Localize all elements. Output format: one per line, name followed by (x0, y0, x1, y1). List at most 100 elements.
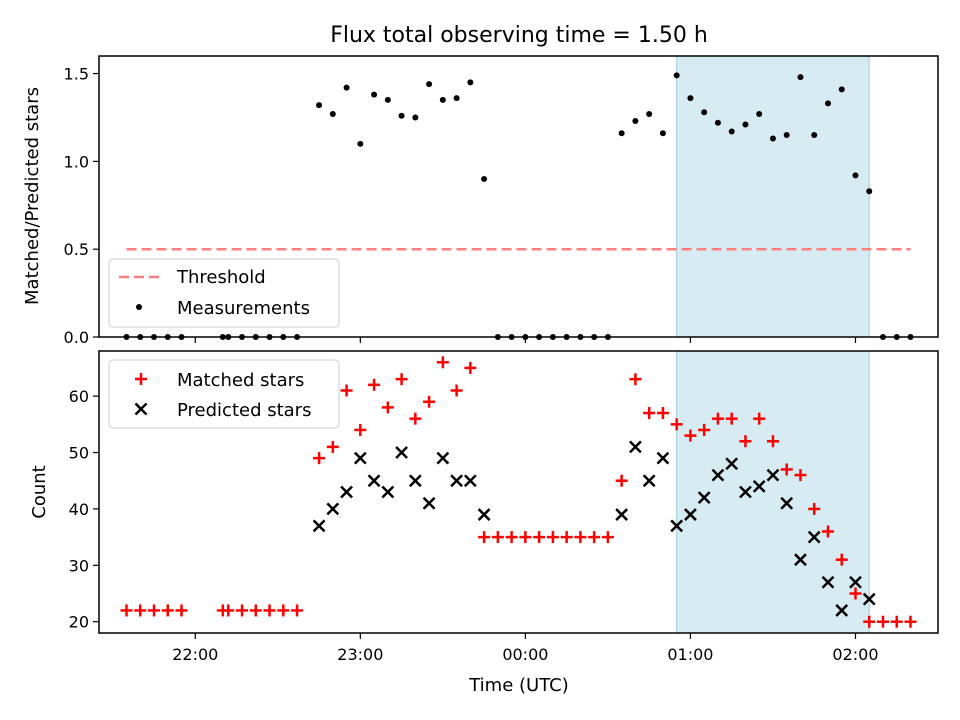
matched-star-point (753, 412, 766, 425)
matched-star-point (263, 604, 276, 617)
matched-star-point (381, 401, 394, 414)
predicted-star-point (642, 474, 656, 488)
matched-star-point (222, 604, 235, 617)
predicted-star-point (739, 485, 752, 499)
measurement-point (824, 100, 831, 107)
matched-star-point (436, 356, 449, 369)
matched-star-point (354, 423, 367, 436)
top-ytick-label: 0.5 (64, 240, 89, 259)
matched-star-point (326, 440, 339, 453)
legend-predicted-label: Predicted stars (177, 400, 311, 421)
bottom-x-axis: 22:00 23:00 00:00 01:00 02:00 (172, 633, 879, 664)
measurement-point (357, 140, 364, 147)
predicted-star-point (835, 604, 849, 617)
matched-star-point (904, 615, 917, 628)
matched-star-point (849, 587, 862, 600)
matched-star-point (698, 423, 711, 436)
measurement-point (714, 119, 721, 126)
predicted-star-point (367, 474, 381, 488)
bottom-ytick-label: 40 (69, 500, 89, 519)
measurement-point (384, 96, 391, 103)
matched-star-point (835, 553, 848, 566)
matched-star-point (148, 604, 161, 617)
matched-star-point (134, 604, 147, 617)
measurement-point (701, 109, 708, 116)
bottom-y-label: Count (29, 465, 50, 518)
chart-title: Flux total observing time = 1.50 h (330, 23, 708, 48)
xtick-label: 22:00 (172, 645, 218, 664)
measurement-point (632, 117, 639, 124)
legend-threshold-label: Threshold (176, 267, 266, 288)
measurement-point (646, 110, 653, 117)
bottom-frame (98, 350, 939, 634)
matched-star-point (161, 604, 174, 617)
predicted-star-point (629, 440, 642, 454)
legend-matched-label: Matched stars (177, 370, 304, 391)
predicted-star-point (752, 479, 766, 493)
predicted-star-point (807, 530, 821, 544)
matched-star-point (863, 615, 876, 628)
matched-star-point (588, 531, 601, 544)
matched-star-point (175, 604, 188, 617)
measurement-point (343, 84, 350, 91)
measurement-point (329, 110, 336, 117)
matched-star-point (313, 452, 326, 465)
matched-star-point (505, 531, 518, 544)
bottom-ytick-label: 50 (69, 444, 89, 463)
measurement-point (398, 112, 405, 119)
measurement-point (742, 121, 749, 128)
measurement-point (412, 114, 419, 121)
predicted-star-point (615, 508, 629, 521)
matched-star-point (478, 531, 491, 544)
matched-star-point (670, 418, 683, 431)
predicted-star-point (312, 519, 326, 533)
count-points (120, 356, 917, 628)
top-x-axis (194, 337, 857, 343)
matched-star-point (423, 395, 436, 408)
matched-star-point (491, 531, 504, 544)
matched-star-point (450, 384, 463, 397)
matched-star-point (629, 373, 642, 386)
predicted-star-point (381, 485, 395, 499)
measurement-point (852, 172, 859, 179)
matched-star-point (249, 604, 262, 617)
measurement-point (467, 79, 474, 86)
top-legend: Threshold Measurements (108, 258, 340, 328)
matched-star-point (546, 531, 559, 544)
predicted-star-point (780, 496, 794, 510)
matched-star-point (519, 531, 532, 544)
legend-measurements-swatch (136, 304, 142, 310)
measurement-point (866, 188, 873, 195)
predicted-star-point (794, 553, 807, 567)
measurement-point (687, 95, 694, 102)
measurement-point (769, 135, 776, 142)
matched-star-point (725, 412, 738, 425)
xtick-label: 02:00 (832, 645, 878, 664)
matched-star-point (291, 604, 304, 617)
predicted-star-point (463, 474, 477, 488)
legend-matched-swatch (135, 373, 147, 385)
predicted-star-point (477, 508, 491, 521)
matched-star-point (780, 463, 793, 476)
legend-predicted-swatch (134, 402, 148, 416)
predicted-star-point (725, 457, 739, 471)
matched-star-point (409, 412, 422, 425)
matched-star-point (794, 469, 807, 482)
predicted-star-point (766, 468, 780, 482)
predicted-star-point (697, 491, 711, 505)
predicted-star-point (684, 508, 697, 521)
xtick-label: 00:00 (502, 645, 548, 664)
top-ytick-label: 1.5 (64, 65, 89, 84)
predicted-star-point (436, 451, 450, 465)
matched-star-point (890, 615, 903, 628)
matched-star-point (876, 615, 889, 628)
bottom-y-axis: 20 30 40 50 60 (69, 387, 99, 632)
top-span (676, 55, 870, 338)
matched-star-point (615, 474, 628, 487)
predicted-star-point (849, 575, 862, 589)
top-panel: 0.0 0.5 1.0 1.5 Matched/Predicted stars Thr… (22, 55, 939, 347)
measurement-point (659, 130, 666, 137)
measurement-point (481, 175, 488, 182)
bottom-panel: 20 30 40 50 60 22:00 23:00 00:00 01:00 02:00 Cou… (29, 350, 939, 696)
measurement-point (371, 91, 378, 98)
